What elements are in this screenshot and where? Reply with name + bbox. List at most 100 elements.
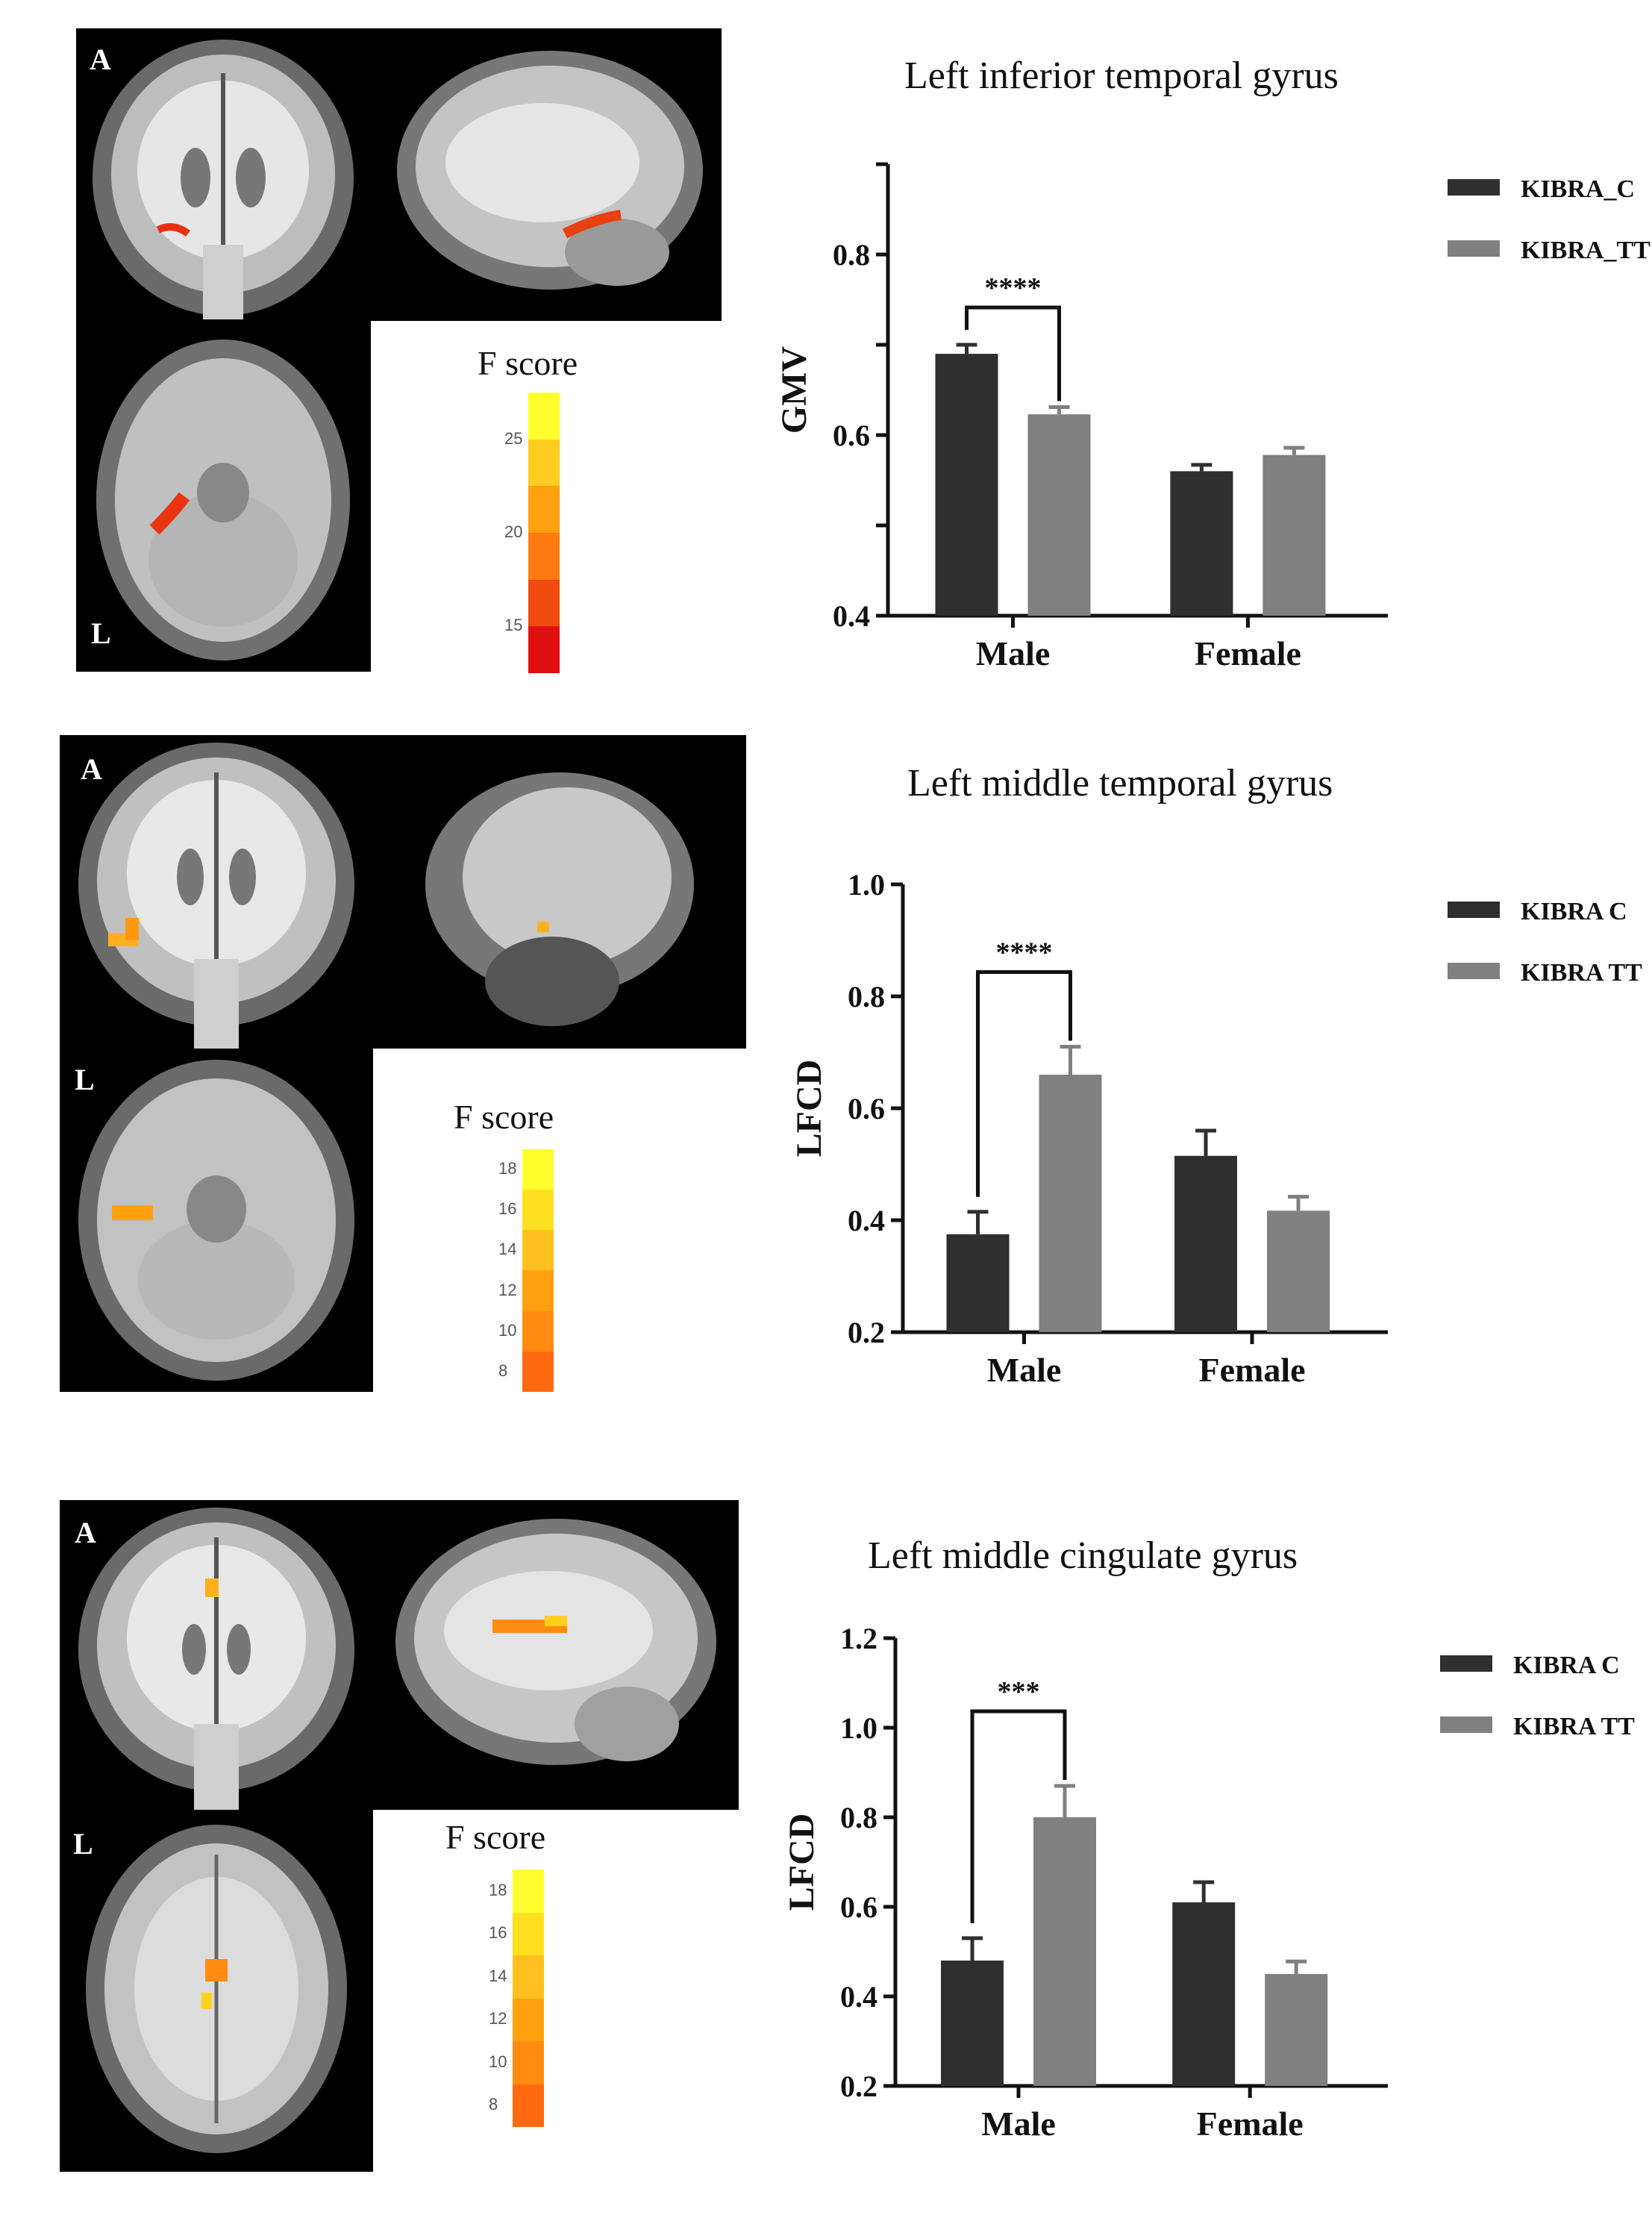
brain-coronal-slice: A <box>60 1500 373 1810</box>
y-tick-label: 0.6 <box>840 1890 877 1924</box>
brain-sagittal-slice <box>373 735 746 1049</box>
colorbar-segment <box>528 439 560 487</box>
x-tick-label: Female <box>1195 634 1301 672</box>
colorbar-segment <box>528 393 560 440</box>
y-tick-label: 0.2 <box>840 2070 877 2103</box>
colorbar-tick-label: 8 <box>489 2095 498 2114</box>
bar <box>1174 1155 1237 1332</box>
y-tick-label: 0.8 <box>840 1801 877 1834</box>
legend-swatch <box>1440 1655 1492 1672</box>
brain-axial-slice: L <box>60 1810 373 2172</box>
y-tick-label: 0.4 <box>848 1204 885 1237</box>
colorbar-segment <box>522 1230 554 1271</box>
colorbar-segment <box>522 1270 554 1311</box>
colorbar-tick-label: 16 <box>498 1199 517 1219</box>
colorbar-tick-label: 10 <box>489 2052 507 2071</box>
y-tick-label: 0.4 <box>833 599 870 633</box>
bar <box>1170 471 1233 616</box>
legend-label: KIBRA TT <box>1513 1713 1635 1740</box>
significance-label: *** <box>998 1676 1040 1708</box>
colorbar-segment <box>522 1149 554 1190</box>
colorbar-tick-label: 25 <box>504 428 523 448</box>
bar <box>1265 1974 1328 2086</box>
y-tick-label: 0.6 <box>833 419 870 452</box>
colorbar-segment <box>513 1998 544 2041</box>
colorbar-segment <box>522 1190 554 1231</box>
y-tick-label: 0.8 <box>848 980 885 1013</box>
legend-label: KIBRA_TT <box>1521 237 1651 264</box>
brain-sagittal-slice <box>373 1500 739 1810</box>
colorbar-segment <box>528 579 560 627</box>
colorbar-segment <box>513 1955 544 1999</box>
colorbar <box>522 1149 554 1392</box>
legend-label: KIBRA_C <box>1521 175 1635 203</box>
bar <box>935 354 998 616</box>
bar <box>1033 1817 1096 2086</box>
panel-letter-l: L <box>91 616 111 650</box>
figure-row-1: A L F score Left inferior temporal gyrus… <box>0 0 1652 716</box>
significance-bracket <box>965 305 1061 402</box>
y-axis-label: LFCD <box>782 1814 822 1911</box>
x-tick-label: Female <box>1198 1351 1305 1389</box>
brain-coronal-slice: A <box>76 28 371 321</box>
colorbar-segment <box>522 1311 554 1352</box>
colorbar-segment <box>528 532 560 580</box>
colorbar-tick-label: 8 <box>498 1361 508 1380</box>
colorbar-title: F score <box>445 1818 546 1856</box>
bar-chart: 0.4 0.6 0.8 GMV Male Female **** KIBRA_C KIBRA_T… <box>776 162 1651 672</box>
y-tick-label: 0.4 <box>840 1980 877 2014</box>
y-tick-label: 1.2 <box>840 1627 877 1655</box>
y-tick-label: 1.0 <box>848 873 885 902</box>
colorbar <box>513 1870 544 2127</box>
colorbar <box>528 393 560 673</box>
colorbar-tick-label: 18 <box>498 1159 517 1178</box>
colorbar-segment <box>528 486 560 533</box>
legend-swatch <box>1440 1717 1492 1733</box>
bar <box>1039 1075 1102 1332</box>
panel-letter-a: A <box>90 43 111 76</box>
bar <box>941 1961 1004 2086</box>
figure-row-2: A L F score Left middle temporal gyrus 0… <box>0 716 1652 1485</box>
chart-title: Left inferior temporal gyrus <box>904 54 1339 97</box>
colorbar-tick-label: 16 <box>489 1923 507 1943</box>
colorbar-tick-label: 14 <box>498 1240 517 1259</box>
colorbar-title: F score <box>478 344 578 382</box>
significance-label: **** <box>996 937 1053 969</box>
legend-swatch <box>1448 963 1500 979</box>
chart-title: Left middle temporal gyrus <box>907 762 1333 805</box>
colorbar-tick-label: 20 <box>504 522 523 541</box>
bar <box>1263 455 1326 616</box>
x-tick-label: Male <box>976 634 1051 672</box>
colorbar-tick-label: 12 <box>498 1280 517 1299</box>
bar <box>1172 1902 1236 2086</box>
colorbar-segment <box>513 1912 544 1955</box>
figure-row-3: A L F score Left middle cingulate gyrus … <box>0 1485 1652 2224</box>
panel-letter-a: A <box>75 1516 96 1549</box>
colorbar-segment <box>513 2041 544 2084</box>
colorbar-segment <box>513 2084 544 2127</box>
colorbar-segment <box>513 1870 544 1913</box>
legend-label: KIBRA C <box>1521 898 1627 925</box>
bar-chart: 0.2 0.4 0.6 0.8 1.0 LFCD Male Female **** KIBRA C… <box>789 873 1642 1389</box>
legend-swatch <box>1448 902 1500 918</box>
chart-title: Left middle cingulate gyrus <box>868 1534 1298 1577</box>
colorbar-tick-label: 10 <box>498 1320 517 1340</box>
legend-label: KIBRA C <box>1513 1652 1620 1679</box>
colorbar-tick-label: 12 <box>489 2009 507 2028</box>
panel-letter-a: A <box>81 752 102 786</box>
colorbar-segment <box>522 1351 554 1392</box>
y-tick-label: 0.6 <box>848 1092 885 1125</box>
bar-chart: 0.2 0.4 0.6 0.8 1.0 1.2 LFCD Male Female *** KIBRA… <box>782 1627 1635 2143</box>
x-tick-label: Female <box>1197 2105 1304 2143</box>
x-tick-label: Male <box>981 2105 1056 2143</box>
legend-swatch <box>1448 179 1500 196</box>
significance-label: **** <box>985 272 1042 304</box>
significance-bracket <box>970 1709 1067 1923</box>
brain-coronal-slice: A <box>60 735 373 1049</box>
colorbar-tick-label: 15 <box>504 616 523 635</box>
colorbar-tick-label: 14 <box>489 1966 507 1985</box>
panel-letter-l: L <box>75 1063 95 1096</box>
y-tick-label: 0.8 <box>833 238 870 272</box>
bar <box>946 1234 1010 1332</box>
colorbar-title: F score <box>454 1098 554 1136</box>
